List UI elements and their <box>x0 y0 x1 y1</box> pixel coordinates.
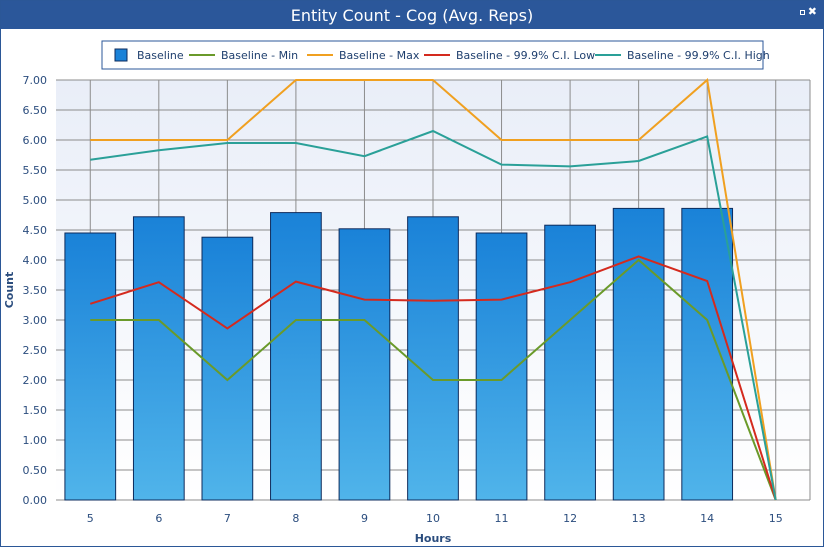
y-tick-label: 0.00 <box>23 494 48 507</box>
line-baseline-min[interactable] <box>90 258 777 501</box>
y-tick-label: 5.00 <box>23 194 48 207</box>
y-tick-label: 3.50 <box>23 284 48 297</box>
bar-baseline-11[interactable] <box>475 232 528 501</box>
x-tick-label: 5 <box>87 512 94 525</box>
line-baseline-99-9-c-i-low[interactable] <box>89 255 777 501</box>
legend-label: Baseline <box>137 49 184 62</box>
x-tick-label: 10 <box>426 512 440 525</box>
bar-baseline-5[interactable] <box>64 232 117 501</box>
x-tick-label: 15 <box>769 512 783 525</box>
window-title: Entity Count - Cog (Avg. Reps) <box>290 5 534 25</box>
y-tick-label: 1.00 <box>23 434 48 447</box>
bar-baseline-7[interactable] <box>201 236 254 501</box>
legend-label: Baseline - Min <box>221 49 298 62</box>
y-axis-title: Count <box>3 272 16 309</box>
legend-item[interactable]: Baseline - 99.9% C.I. High <box>595 49 770 62</box>
close-icon[interactable]: ✖ <box>807 5 817 18</box>
chart-svg: 0.00 0.50 1.00 1.50 2.00 2.50 3.00 3.50 4.00 4.50… <box>3 40 811 545</box>
x-tick-label: 14 <box>700 512 714 525</box>
y-tick-label: 3.00 <box>23 314 48 327</box>
line-baseline-99-9-c-i-high[interactable] <box>90 129 777 501</box>
y-tick-label: 1.50 <box>23 404 48 417</box>
window-controls: ✖ <box>799 5 817 18</box>
x-axis-title: Hours <box>415 532 452 545</box>
legend-item[interactable]: Baseline <box>114 48 184 62</box>
chart-area: 0.00 0.50 1.00 1.50 2.00 2.50 3.00 3.50 4.00 4.50… <box>1 29 823 546</box>
y-tick-label: 7.00 <box>23 74 48 87</box>
restore-icon[interactable] <box>799 9 805 15</box>
legend-label: Baseline - Max <box>339 49 420 62</box>
x-tick-label: 13 <box>632 512 646 525</box>
y-tick-label: 0.50 <box>23 464 48 477</box>
legend-label: Baseline - 99.9% C.I. Low <box>456 49 595 62</box>
x-tick-label: 7 <box>224 512 231 525</box>
bar-baseline-13[interactable] <box>612 207 665 501</box>
legend-item[interactable]: Baseline - 99.9% C.I. Low <box>424 49 595 62</box>
title-bar[interactable]: Entity Count - Cog (Avg. Reps) ✖ <box>1 1 823 29</box>
legend-swatch <box>114 48 128 62</box>
y-tick-label: 2.50 <box>23 344 48 357</box>
legend[interactable]: Baseline Baseline - Min Baseline - Max Base… <box>101 40 770 70</box>
legend-item[interactable]: Baseline - Min <box>189 49 298 62</box>
bar-baseline-9[interactable] <box>338 228 391 501</box>
line-series <box>89 78 777 501</box>
bar-baseline-12[interactable] <box>544 224 596 501</box>
x-tick-label: 11 <box>495 512 509 525</box>
legend-item[interactable]: Baseline - Max <box>307 49 420 62</box>
y-tick-label: 6.00 <box>23 134 48 147</box>
y-tick-label: 5.50 <box>23 164 48 177</box>
y-tick-label: 2.00 <box>23 374 48 387</box>
bar-series <box>64 207 734 501</box>
x-tick-label: 12 <box>563 512 577 525</box>
axes: 0.00 0.50 1.00 1.50 2.00 2.50 3.00 3.50 4.00 4.50… <box>3 74 783 545</box>
bar-baseline-8[interactable] <box>270 212 322 501</box>
x-tick-label: 6 <box>155 512 162 525</box>
legend-label: Baseline - 99.9% C.I. High <box>627 49 770 62</box>
bar-baseline-14[interactable] <box>681 207 734 501</box>
y-tick-label: 4.00 <box>23 254 48 267</box>
x-tick-label: 8 <box>292 512 299 525</box>
line-baseline-max[interactable] <box>90 78 777 501</box>
y-tick-label: 4.50 <box>23 224 48 237</box>
bar-baseline-6[interactable] <box>132 216 185 501</box>
bar-baseline-10[interactable] <box>407 216 459 501</box>
x-tick-label: 9 <box>361 512 368 525</box>
y-tick-label: 6.50 <box>23 104 48 117</box>
